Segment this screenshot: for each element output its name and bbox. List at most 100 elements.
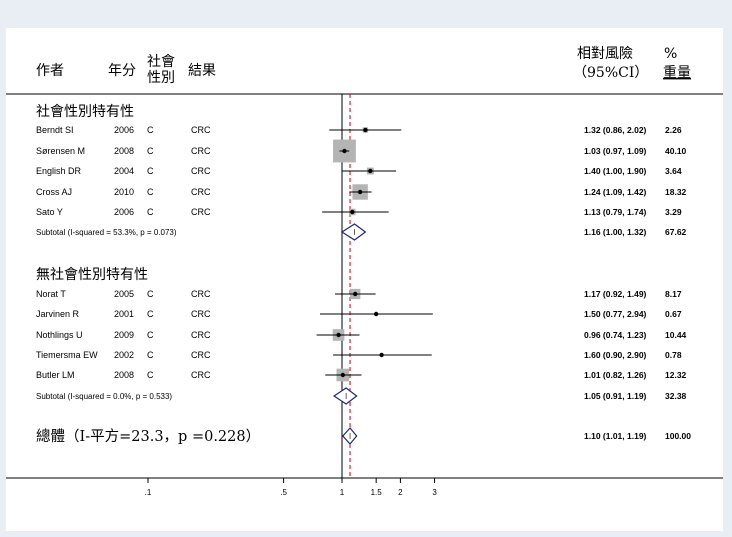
g0-study-1-gender: C — [147, 146, 154, 156]
header-author: 作者 — [36, 63, 64, 79]
plot-panel: 作者 年分 社會 性別 結果 相對風險 （95%CI）% 重量 .1 .5 1 1.5 2 3 社會性別特有… — [6, 28, 723, 531]
header-gender-line2: 性別 — [147, 70, 175, 86]
g0-study-1-weight: 40.10 — [665, 146, 687, 156]
g1-subtotal-text: Subtotal (I-squared = 0.0%, p = 0.533) — [36, 392, 172, 401]
g0-study-2-weight: 3.64 — [665, 166, 682, 176]
overall-weight: 100.00 — [665, 431, 691, 441]
g0-study-0-year: 2006 — [114, 125, 134, 135]
g1-study-2-weight: 10.44 — [665, 330, 687, 340]
g0-study-3-year: 2010 — [114, 187, 134, 197]
g1-study-1-gender: C — [147, 309, 154, 319]
g0-study-4-year: 2006 — [114, 207, 134, 217]
x-tick-label-3: 1.5 — [371, 488, 383, 497]
g0-study-4-weight: 3.29 — [665, 207, 682, 217]
g0-subtotal-weight: 67.62 — [665, 227, 687, 237]
g0-subtotal-diamond — [340, 223, 367, 241]
g0-study-1-estimate: 1.03 (0.97, 1.09) — [584, 146, 647, 156]
g0-study-3-estimate: 1.24 (1.09, 1.42) — [584, 187, 647, 197]
g1-study-0-author: Norat T — [36, 289, 66, 299]
g1-study-1-author: Jarvinen R — [36, 309, 80, 319]
g0-study-2-gender: C — [147, 166, 154, 176]
g1-study-2-outcome: CRC — [191, 330, 211, 340]
header-gender-line1: 社會 — [147, 54, 175, 70]
g0-study-3-outcome: CRC — [191, 187, 211, 197]
g0-study-2-point — [368, 168, 373, 174]
g1-study-1-outcome: CRC — [191, 309, 211, 319]
x-tick-label-4: 2 — [398, 488, 403, 497]
header-weight-line1: % — [664, 46, 677, 62]
overall-estimate: 1.10 (1.01, 1.19) — [584, 431, 647, 441]
g0-study-4-author: Sato Y — [36, 207, 63, 217]
g1-study-3-outcome: CRC — [191, 350, 211, 360]
g0-study-0-gender: C — [147, 125, 154, 135]
g0-study-0-weight: 2.26 — [665, 125, 682, 135]
g1-study-3-author: Tiemersma EW — [36, 350, 98, 360]
g1-study-3-year: 2002 — [114, 350, 134, 360]
g1-study-2-point — [336, 332, 341, 338]
g0-study-1-year: 2008 — [114, 146, 134, 156]
g1-study-0-estimate: 1.17 (0.92, 1.49) — [584, 289, 647, 299]
g0-study-1-outcome: CRC — [191, 146, 211, 156]
g1-study-4-weight: 12.32 — [665, 370, 687, 380]
g0-study-3-point — [357, 189, 363, 195]
g1-study-4-gender: C — [147, 370, 154, 380]
g1-study-0-point — [353, 291, 358, 297]
g1-study-4-year: 2008 — [114, 370, 134, 380]
x-tick-label-2: 1 — [340, 488, 345, 497]
g1-study-1-estimate: 1.50 (0.77, 2.94) — [584, 309, 647, 319]
g1-study-0-weight: 8.17 — [665, 289, 682, 299]
group-title-1: 無社會性別特有性 — [36, 267, 148, 283]
g1-study-0-outcome: CRC — [191, 289, 211, 299]
g0-study-2-estimate: 1.40 (1.00, 1.90) — [584, 166, 647, 176]
g0-study-1-author: Sørensen M — [36, 146, 85, 156]
g1-subtotal-estimate: 1.05 (0.91, 1.19) — [584, 391, 647, 401]
g0-study-4-gender: C — [147, 207, 154, 217]
g0-study-4-point — [350, 209, 355, 215]
x-tick-label-5: 3 — [432, 488, 437, 497]
g0-study-2-year: 2004 — [114, 166, 134, 176]
g1-study-0-year: 2005 — [114, 289, 134, 299]
g1-subtotal-weight: 32.38 — [665, 391, 687, 401]
g0-study-0-estimate: 1.32 (0.86, 2.02) — [584, 125, 647, 135]
g0-study-2-outcome: CRC — [191, 166, 211, 176]
header-rr-line2: （95%CI） — [573, 65, 648, 81]
g1-study-2-author: Nothlings U — [36, 330, 83, 340]
overall-text: 總體（I-平方=23.3，p =0.228） — [36, 427, 260, 445]
g1-study-4-outcome: CRC — [191, 370, 211, 380]
g0-study-2-author: English DR — [36, 166, 82, 176]
g1-study-3-gender: C — [147, 350, 154, 360]
g1-study-2-estimate: 0.96 (0.74, 1.23) — [584, 330, 647, 340]
header-rr-line1: 相對風險 — [577, 46, 633, 62]
g0-subtotal-text: Subtotal (I-squared = 53.3%, p = 0.073) — [36, 228, 177, 237]
g0-study-0-point — [363, 127, 368, 133]
x-tick-label-0: .1 — [145, 488, 152, 497]
g1-study-3-estimate: 1.60 (0.90, 2.90) — [584, 350, 647, 360]
g0-study-4-outcome: CRC — [191, 207, 211, 217]
g1-study-2-gender: C — [147, 330, 154, 340]
g0-subtotal-estimate: 1.16 (1.00, 1.32) — [584, 227, 647, 237]
g1-study-1-point — [373, 311, 379, 317]
group-title-0: 社會性別特有性 — [36, 104, 134, 120]
x-tick-label-1: .5 — [280, 488, 287, 497]
g1-study-4-estimate: 1.01 (0.82, 1.26) — [584, 370, 647, 380]
g1-study-1-weight: 0.67 — [665, 309, 682, 319]
g0-study-1-point — [342, 148, 347, 154]
header-outcome: 結果 — [188, 63, 216, 79]
g1-study-1-year: 2001 — [114, 309, 134, 319]
g0-study-3-weight: 18.32 — [665, 187, 687, 197]
g1-study-4-author: Butler LM — [36, 370, 75, 380]
g1-study-0-gender: C — [147, 289, 154, 299]
g0-study-4-estimate: 1.13 (0.79, 1.74) — [584, 207, 647, 217]
g1-study-3-point — [379, 352, 384, 358]
header-year: 年分 — [108, 63, 136, 79]
g1-subtotal-diamond — [332, 387, 358, 405]
g1-study-3-weight: 0.78 — [665, 350, 682, 360]
g0-study-0-author: Berndt SI — [36, 125, 74, 135]
g1-study-4-point — [340, 372, 346, 378]
g1-study-2-year: 2009 — [114, 330, 134, 340]
header-weight-line2: 重量 — [663, 65, 691, 81]
g0-study-3-author: Cross AJ — [36, 187, 72, 197]
g0-study-0-outcome: CRC — [191, 125, 211, 135]
